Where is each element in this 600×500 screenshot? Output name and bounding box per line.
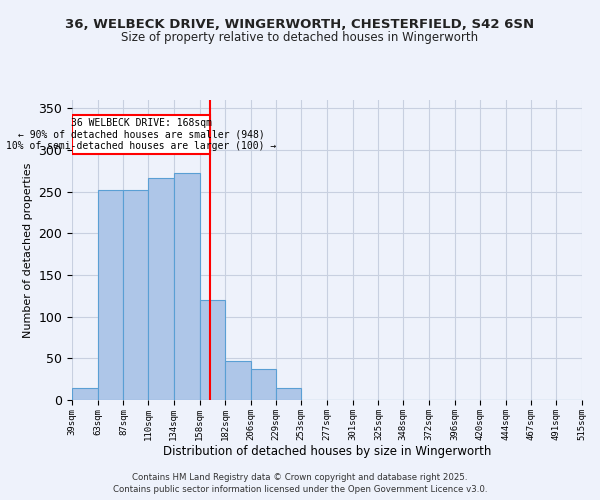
Text: Contains HM Land Registry data © Crown copyright and database right 2025.: Contains HM Land Registry data © Crown c…	[132, 472, 468, 482]
X-axis label: Distribution of detached houses by size in Wingerworth: Distribution of detached houses by size …	[163, 446, 491, 458]
Text: Size of property relative to detached houses in Wingerworth: Size of property relative to detached ho…	[121, 31, 479, 44]
Text: 10% of semi-detached houses are larger (100) →: 10% of semi-detached houses are larger (…	[6, 140, 276, 150]
Bar	[251, 369, 275, 400]
Bar	[275, 388, 301, 400]
Text: ← 90% of detached houses are smaller (948): ← 90% of detached houses are smaller (94…	[18, 130, 265, 140]
Bar	[199, 300, 225, 400]
Bar	[124, 190, 148, 400]
Bar	[225, 361, 251, 400]
FancyBboxPatch shape	[72, 115, 210, 154]
Text: 36 WELBECK DRIVE: 168sqm: 36 WELBECK DRIVE: 168sqm	[71, 118, 212, 128]
Text: Contains public sector information licensed under the Open Government Licence v3: Contains public sector information licen…	[113, 485, 487, 494]
Bar	[98, 190, 124, 400]
Bar	[148, 178, 174, 400]
Bar	[174, 174, 199, 400]
Y-axis label: Number of detached properties: Number of detached properties	[23, 162, 33, 338]
Text: 36, WELBECK DRIVE, WINGERWORTH, CHESTERFIELD, S42 6SN: 36, WELBECK DRIVE, WINGERWORTH, CHESTERF…	[65, 18, 535, 30]
Bar	[72, 388, 98, 400]
